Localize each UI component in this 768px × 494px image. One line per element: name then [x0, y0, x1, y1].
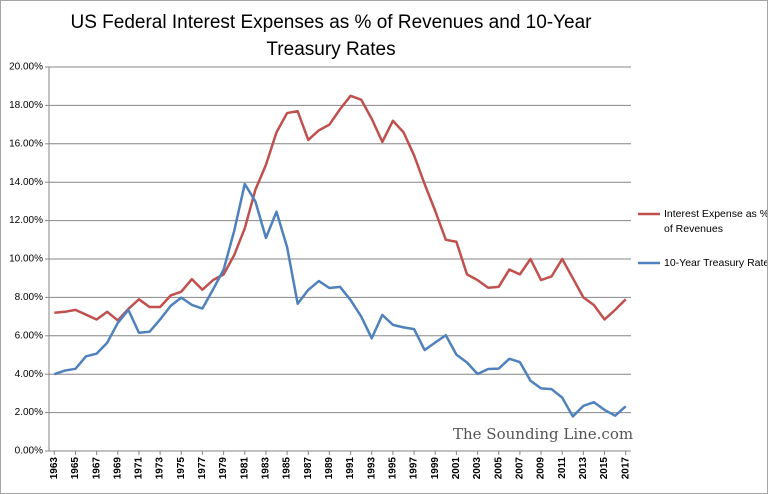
x-tick-label: 1993	[366, 457, 377, 480]
x-tick-label: 1981	[239, 457, 250, 480]
y-tick-label: 4.00%	[15, 369, 43, 380]
x-tick-label: 1965	[70, 457, 81, 480]
y-tick-label: 18.00%	[9, 100, 43, 111]
x-tick-label: 2013	[578, 457, 589, 480]
x-tick-label: 1985	[282, 457, 293, 480]
y-tick-label: 8.00%	[15, 292, 43, 303]
y-tick-label: 6.00%	[15, 330, 43, 341]
x-tick-label: 1997	[409, 457, 420, 480]
x-tick-label: 1987	[303, 457, 314, 480]
y-tick-label: 16.00%	[9, 138, 43, 149]
y-tick-label: 10.00%	[9, 254, 43, 265]
chart-title: US Federal Interest Expenses as % of Rev…	[70, 12, 592, 60]
x-tick-label: 1975	[176, 457, 187, 480]
y-tick-label: 0.00%	[15, 446, 43, 457]
x-tick-label: 2005	[493, 457, 504, 480]
y-tick-label: 12.00%	[9, 215, 43, 226]
legend-label: 10-Year Treasury Rate	[664, 257, 768, 269]
x-tick-label: 2009	[536, 457, 547, 480]
x-tick-label: 1995	[388, 457, 399, 480]
x-tick-label: 1971	[134, 457, 145, 480]
y-tick-label: 2.00%	[15, 407, 43, 418]
x-tick-label: 2007	[515, 457, 526, 480]
x-tick-label: 1989	[324, 457, 335, 480]
x-tick-label: 1991	[345, 457, 356, 480]
x-tick-label: 1973	[155, 457, 166, 480]
x-tick-label: 1983	[261, 457, 272, 480]
x-tick-label: 2015	[599, 457, 610, 480]
x-tick-label: 1963	[49, 457, 60, 480]
x-tick-label: 1977	[197, 457, 208, 480]
series-line	[54, 94, 627, 322]
x-tick-label: 2001	[451, 457, 462, 480]
legend-label: Interest Expense as % of Revenues	[664, 208, 768, 235]
series-line	[53, 182, 627, 418]
y-tick-label: 20.00%	[9, 62, 43, 73]
x-tick-label: 1967	[91, 457, 102, 480]
y-tick-label: 14.00%	[9, 177, 43, 188]
x-tick-label: 2003	[472, 457, 483, 480]
x-tick-label: 1969	[112, 457, 123, 480]
watermark: The Sounding Line.com	[453, 425, 634, 443]
x-tick-label: 2011	[557, 457, 568, 479]
x-tick-label: 1979	[218, 457, 229, 480]
x-tick-label: 1999	[430, 457, 441, 480]
x-tick-label: 2017	[620, 457, 631, 480]
